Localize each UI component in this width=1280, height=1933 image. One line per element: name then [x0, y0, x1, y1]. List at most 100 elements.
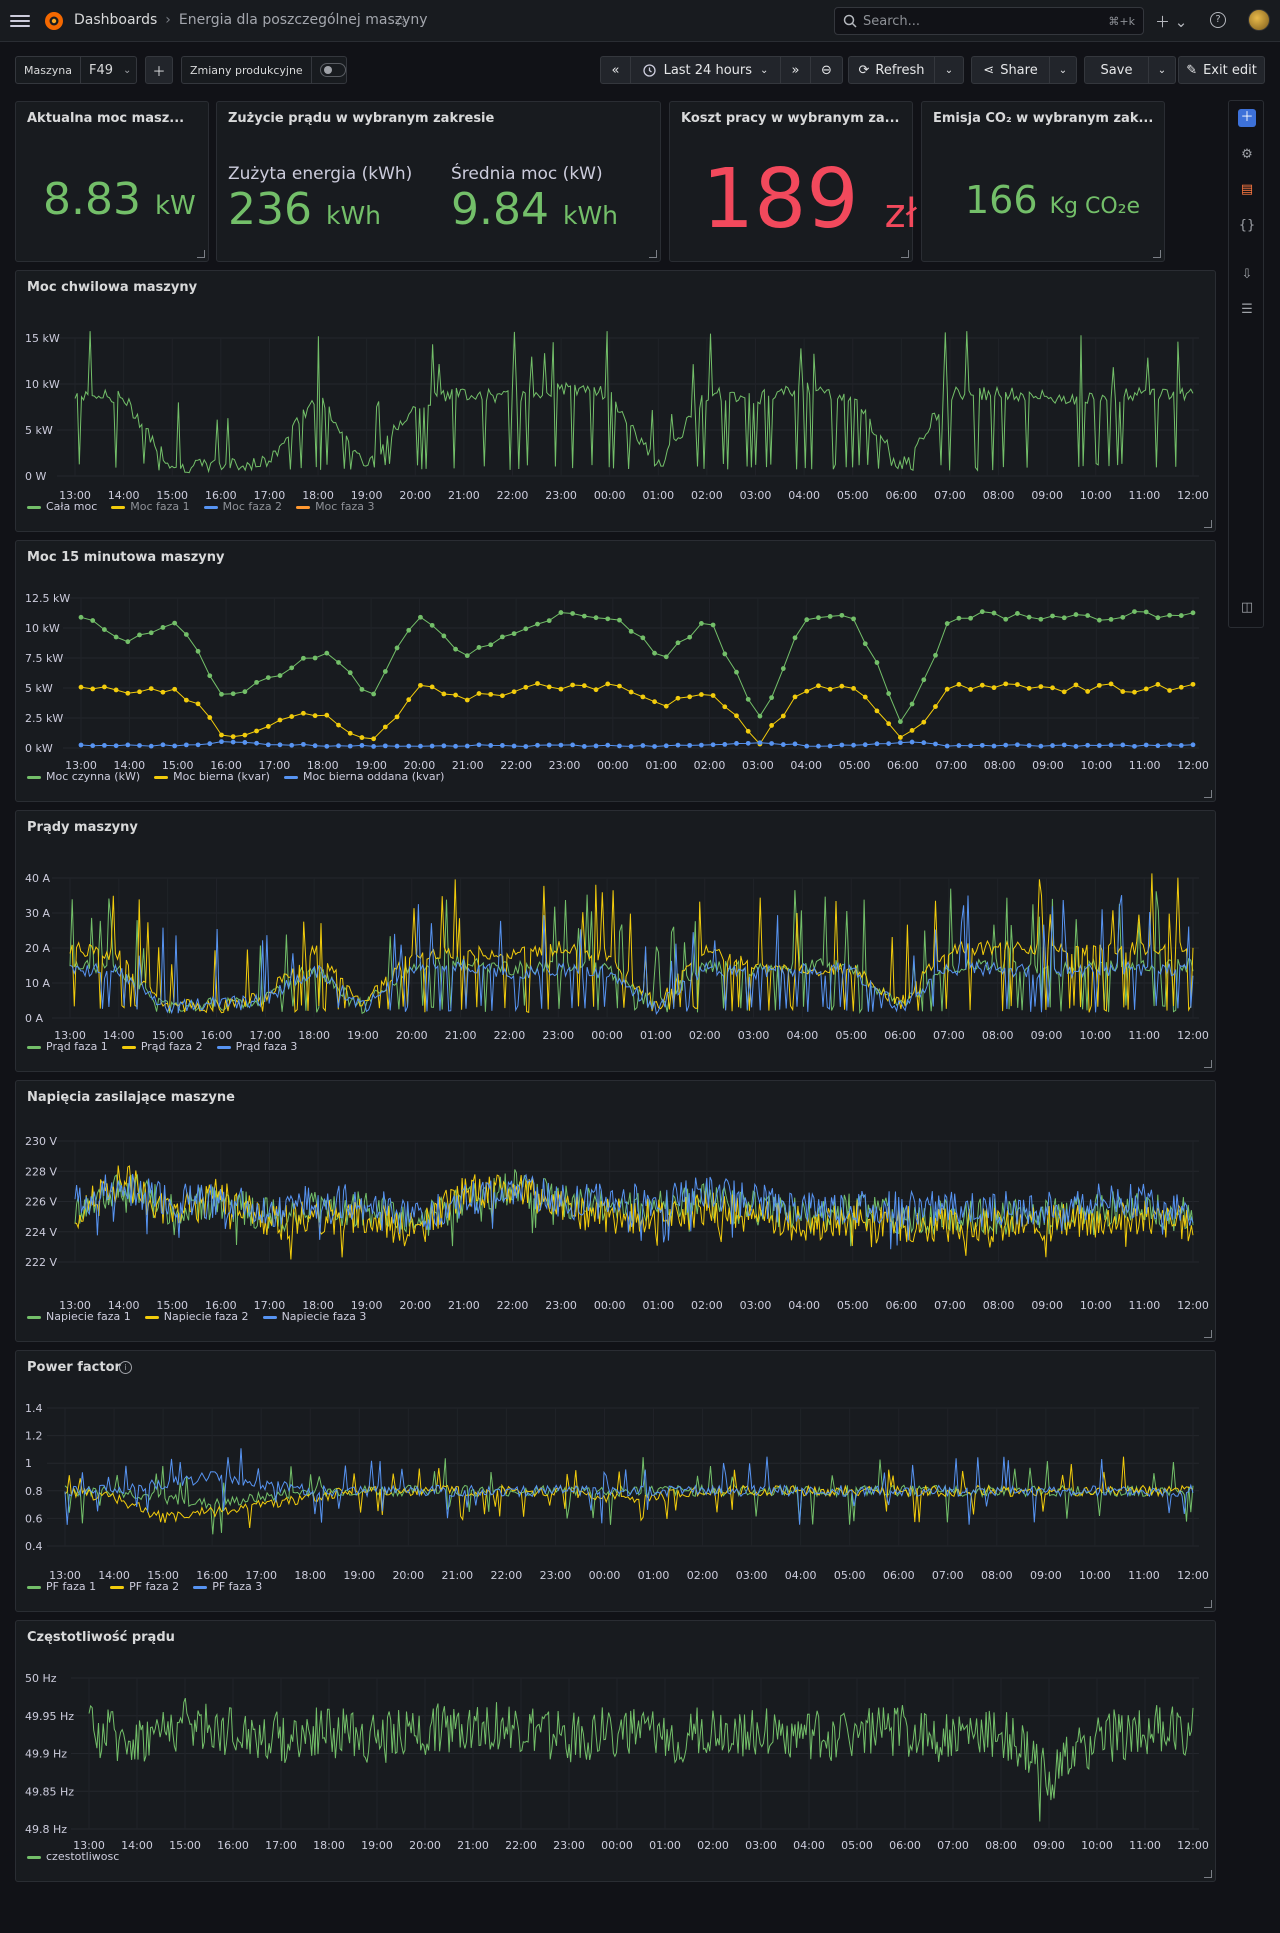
data-point[interactable] [1061, 742, 1067, 748]
data-point[interactable] [933, 704, 938, 709]
resize-handle[interactable] [649, 250, 657, 258]
data-point[interactable] [511, 631, 517, 637]
data-point[interactable] [113, 634, 119, 640]
chart-svg[interactable]: 40 A 30 A 20 A 10 A 0 A 13:00 14:00 15:00 16:00 1… [16, 811, 1217, 1073]
legend-item[interactable]: Cała moc [27, 500, 97, 513]
data-point[interactable] [839, 683, 845, 689]
data-point[interactable] [1143, 609, 1149, 615]
data-point[interactable] [90, 743, 96, 749]
data-point[interactable] [1085, 742, 1091, 748]
data-point[interactable] [757, 713, 763, 719]
chart-svg[interactable]: 230 V 228 V 226 V 224 V 222 V 13:00 14:00 15:00… [16, 1081, 1217, 1343]
data-point[interactable] [289, 665, 295, 671]
menu-icon[interactable] [10, 12, 30, 28]
data-point[interactable] [605, 742, 611, 748]
data-point[interactable] [581, 744, 587, 749]
data-point[interactable] [336, 722, 341, 728]
data-point[interactable] [172, 620, 178, 626]
data-point[interactable] [1038, 743, 1044, 749]
data-point[interactable] [851, 686, 856, 691]
data-point[interactable] [851, 742, 856, 748]
data-point[interactable] [792, 635, 798, 641]
data-point[interactable] [160, 689, 166, 695]
data-point[interactable] [1015, 611, 1020, 616]
data-point[interactable] [944, 743, 950, 749]
data-point[interactable] [956, 682, 962, 687]
data-point[interactable] [1026, 685, 1032, 691]
data-point[interactable] [675, 742, 681, 748]
data-point[interactable] [722, 741, 728, 747]
series-line[interactable] [74, 331, 1194, 474]
data-point[interactable] [183, 632, 189, 637]
data-point[interactable] [254, 728, 259, 734]
data-point[interactable] [687, 634, 693, 640]
data-point[interactable] [734, 669, 739, 675]
data-point[interactable] [499, 693, 505, 699]
save-dropdown[interactable]: ⌄ [1157, 64, 1167, 76]
panel-power-instant[interactable]: Moc chwilowa maszyny 15 kW 10 kW 5 kW 0 W 13:… [15, 270, 1216, 532]
data-point[interactable] [745, 696, 751, 702]
data-point[interactable] [558, 610, 564, 615]
stat-emission[interactable]: Emisja CO₂ w wybranym zak... 166 Kg CO₂e [921, 101, 1165, 262]
legend-item[interactable]: Prąd faza 1 [27, 1040, 108, 1053]
legend-item[interactable]: Moc faza 1 [111, 500, 190, 513]
data-point[interactable] [1167, 612, 1172, 618]
data-point[interactable] [1015, 682, 1020, 687]
data-point[interactable] [640, 635, 646, 641]
data-point[interactable] [183, 742, 189, 748]
refresh-interval-dropdown[interactable]: ⌄ [944, 64, 954, 76]
data-point[interactable] [1015, 742, 1020, 748]
data-point[interactable] [956, 743, 962, 748]
info-icon[interactable]: i [119, 1361, 132, 1374]
data-point[interactable] [698, 621, 704, 626]
refresh-button[interactable]: ⟳ Refresh [849, 57, 935, 83]
data-point[interactable] [605, 681, 611, 687]
data-point[interactable] [827, 743, 833, 749]
data-point[interactable] [371, 691, 377, 697]
chart-svg[interactable]: 50 Hz 49.95 Hz 49.9 Hz 49.85 Hz 49.8 Hz 13:00… [16, 1621, 1217, 1883]
resize-handle[interactable] [901, 250, 909, 258]
data-point[interactable] [780, 666, 786, 671]
data-point[interactable] [1003, 742, 1009, 748]
data-point[interactable] [991, 610, 997, 616]
resize-handle[interactable] [1204, 1600, 1212, 1608]
data-point[interactable] [1073, 744, 1079, 749]
data-point[interactable] [921, 719, 927, 725]
data-point[interactable] [301, 741, 306, 747]
data-point[interactable] [125, 639, 131, 645]
data-point[interactable] [499, 743, 505, 748]
data-point[interactable] [839, 742, 845, 748]
data-point[interactable] [382, 724, 388, 730]
data-point[interactable] [979, 742, 985, 748]
data-point[interactable] [242, 689, 248, 695]
data-point[interactable] [499, 634, 505, 640]
data-point[interactable] [710, 742, 716, 748]
legend-item[interactable]: Moc bierna oddana (kvar) [283, 770, 444, 783]
data-point[interactable] [921, 740, 927, 746]
stat-current-power[interactable]: Aktualna moc masz... 8.83 kW [15, 101, 209, 262]
data-point[interactable] [464, 743, 470, 749]
data-point[interactable] [968, 687, 973, 692]
data-point[interactable] [148, 630, 154, 636]
data-point[interactable] [230, 734, 236, 740]
legend-item[interactable]: PF faza 2 [110, 1580, 179, 1593]
series-line[interactable] [74, 1173, 1194, 1250]
data-point[interactable] [148, 743, 154, 749]
data-point[interactable] [874, 741, 880, 747]
data-point[interactable] [593, 615, 599, 621]
data-point[interactable] [1073, 682, 1079, 688]
data-point[interactable] [195, 742, 201, 748]
data-point[interactable] [874, 708, 880, 714]
data-point[interactable] [745, 740, 751, 746]
data-point[interactable] [148, 686, 154, 691]
data-point[interactable] [312, 713, 318, 719]
machine-select[interactable]: F49 ⌄ [81, 63, 139, 78]
data-point[interactable] [254, 740, 259, 746]
data-point[interactable] [663, 654, 669, 660]
data-point[interactable] [804, 743, 810, 749]
data-point[interactable] [219, 732, 224, 738]
data-point[interactable] [804, 688, 810, 694]
stat-consumption[interactable]: Zużycie prądu w wybranym zakresie Zużyta… [216, 101, 661, 262]
zoom-out-icon[interactable]: ⊖ [821, 62, 832, 78]
data-point[interactable] [1061, 615, 1067, 621]
